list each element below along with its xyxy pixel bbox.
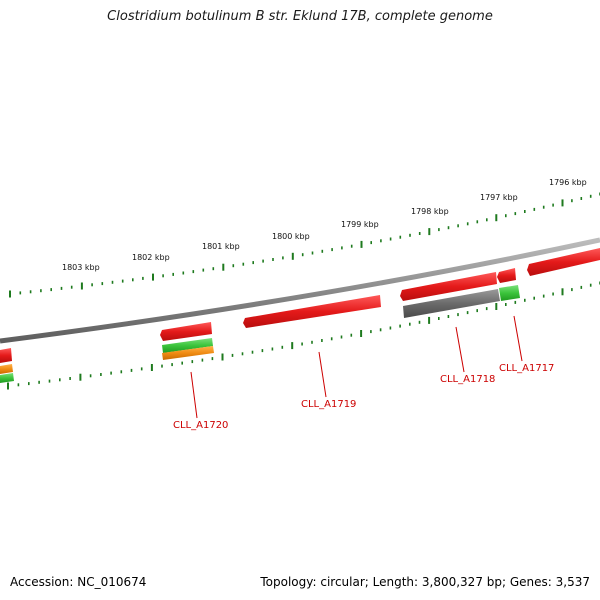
gene-labels: CLL_A1720 CLL_A1719 CLL_A1718 CLL_A1717: [173, 363, 554, 431]
kbp-label-1797: 1797 kbp: [480, 193, 518, 202]
gene-feature[interactable]: [160, 322, 212, 341]
gene-feature[interactable]: [400, 272, 497, 301]
gene-feature[interactable]: [0, 364, 13, 374]
kbp-label-1796: 1796 kbp: [549, 178, 587, 187]
forward-strand-genes: [0, 248, 600, 363]
genome-stats-text: Topology: circular; Length: 3,800,327 bp…: [260, 575, 590, 589]
gene-feature[interactable]: [0, 348, 12, 363]
gene-label-cll-a1719[interactable]: CLL_A1719: [301, 399, 356, 410]
gene-feature[interactable]: [243, 295, 381, 328]
kbp-label-1802: 1802 kbp: [132, 253, 170, 262]
gene-feature[interactable]: [497, 268, 516, 283]
gene-feature[interactable]: [527, 248, 600, 276]
inner-tick-ring: [7, 281, 600, 390]
gene-feature[interactable]: [162, 346, 214, 360]
accession-text: Accession: NC_010674: [10, 575, 147, 589]
gene-label-cll-a1717[interactable]: CLL_A1717: [499, 363, 554, 374]
gene-label-cll-a1718[interactable]: CLL_A1718: [440, 374, 495, 385]
gene-feature[interactable]: [403, 289, 500, 318]
kbp-label-1800: 1800 kbp: [272, 232, 310, 241]
genome-backbone: [0, 237, 600, 344]
kbp-label-1803: 1803 kbp: [62, 263, 100, 272]
gene-feature[interactable]: [162, 338, 213, 353]
kbp-label-1801: 1801 kbp: [202, 242, 240, 251]
gene-leader-lines: [190, 315, 523, 419]
gene-feature[interactable]: [0, 373, 14, 383]
outer-tick-ring: [9, 192, 600, 298]
gene-label-cll-a1720[interactable]: CLL_A1720: [173, 420, 228, 431]
kbp-labels: 1803 kbp 1802 kbp 1801 kbp 1800 kbp 1799…: [62, 178, 587, 272]
gene-feature[interactable]: [499, 285, 520, 301]
kbp-label-1799: 1799 kbp: [341, 220, 379, 229]
kbp-label-1798: 1798 kbp: [411, 207, 449, 216]
reverse-strand-genes: [0, 285, 520, 383]
genome-title: Clostridium botulinum B str. Eklund 17B,…: [107, 9, 493, 24]
